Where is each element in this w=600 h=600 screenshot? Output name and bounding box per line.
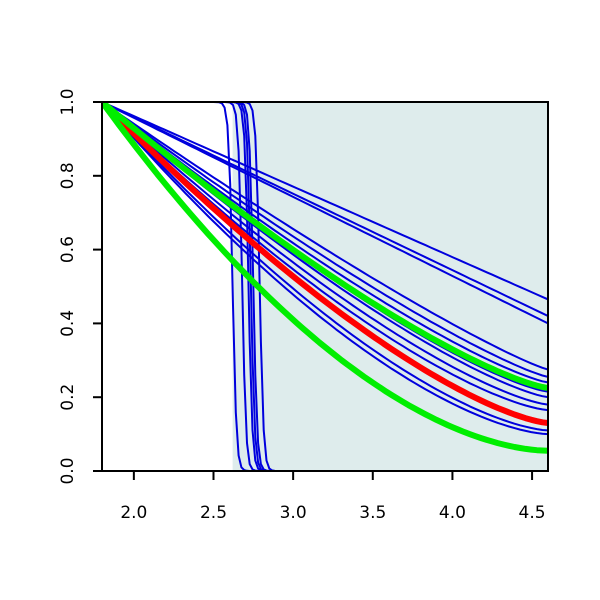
- x-tick-label-5: 4.5: [519, 503, 546, 523]
- y-tick-label-0: 0.0: [58, 457, 78, 484]
- red-series-line-18: [102, 102, 548, 426]
- series-layer: [102, 102, 548, 471]
- blue-series-line-6: [102, 102, 548, 301]
- plot-frame: [101, 101, 549, 472]
- shaded-region: [232, 102, 548, 471]
- x-tick-label-3: 3.5: [359, 503, 386, 523]
- x-tick-label-2: 3.0: [280, 503, 307, 523]
- blue-series-line-16: [102, 102, 548, 432]
- plot-area: [102, 102, 548, 471]
- x-tick-label-0: 2.0: [120, 503, 147, 523]
- x-axis: 2.0 2.5 3.0 3.5 4.0 4.5: [120, 471, 546, 523]
- y-tick-label-3: 0.6: [58, 236, 78, 263]
- blue-series-line-9: [102, 102, 548, 371]
- blue-series-line-8: [102, 102, 548, 325]
- blue-series-line-10: [102, 102, 548, 378]
- green-series-line-20: [102, 102, 548, 454]
- y-tick-label-2: 0.4: [58, 310, 78, 337]
- y-tick-label-4: 0.8: [58, 162, 78, 189]
- x-tick-label-4: 4.0: [439, 503, 466, 523]
- x-tick-label-1: 2.5: [200, 503, 227, 523]
- blue-series-line-7: [102, 102, 548, 317]
- blue-series-line-17: [102, 102, 548, 436]
- y-tick-label-1: 0.2: [58, 384, 78, 411]
- y-tick-label-5: 1.0: [58, 88, 78, 115]
- blue-series-line-14: [102, 102, 548, 406]
- green-series-line-19: [102, 102, 548, 391]
- y-axis: 0.0 0.2 0.4 0.6 0.8 1.0: [58, 88, 102, 485]
